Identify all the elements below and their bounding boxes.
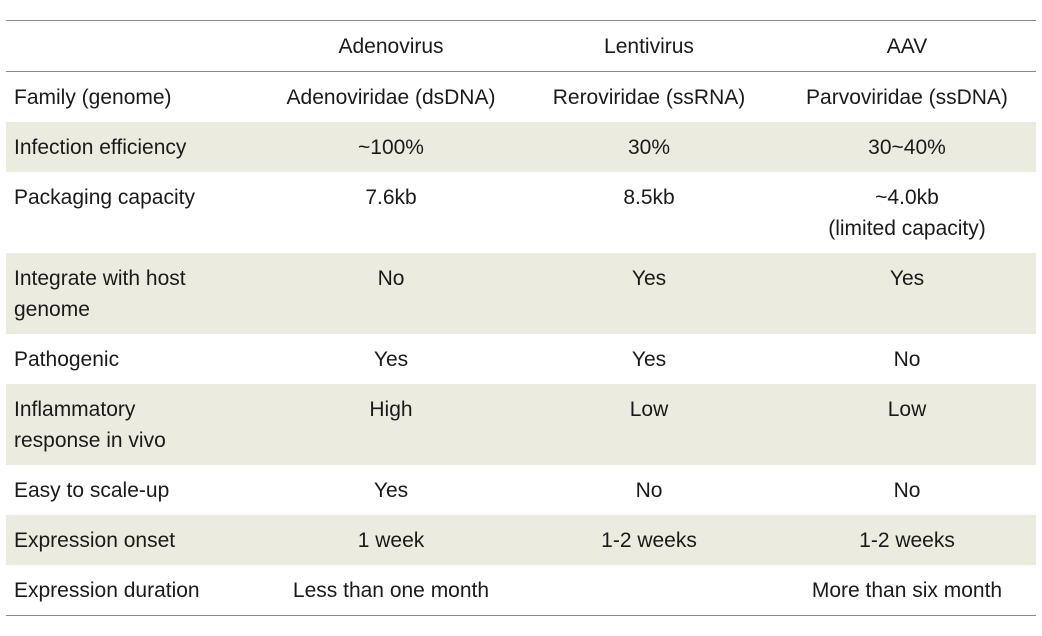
row-label-cell: Expression duration xyxy=(14,579,200,602)
value-cell-lentivirus: Reroviridae (ssRNA) xyxy=(552,86,746,109)
value-cell-adenovirus: Less than one month xyxy=(292,579,490,602)
viral-vector-comparison-table: Adenovirus Lentivirus AAV Family (genome… xyxy=(6,20,1036,616)
value-cell-aav: 30~40% xyxy=(868,136,946,159)
row-label-cell: Infection efficiency xyxy=(14,136,187,159)
row-label-cell: Easy to scale-up xyxy=(14,479,170,502)
row-label-cell: Inflammatory response in vivo xyxy=(14,398,166,452)
value-cell-adenovirus: No xyxy=(377,267,405,290)
header-cell-lentivirus: Lentivirus xyxy=(604,34,694,58)
row-label-cell: Expression onset xyxy=(14,529,176,552)
table-row: Integrate with host genome No Yes Yes xyxy=(6,253,1036,334)
value-cell-aav: More than six month xyxy=(811,579,1003,602)
value-cell-lentivirus xyxy=(520,565,778,616)
value-cell-lentivirus: No xyxy=(635,479,663,502)
value-cell-adenovirus: High xyxy=(369,398,413,421)
value-cell-adenovirus: 7.6kb xyxy=(365,186,417,209)
row-label-cell: Packaging capacity xyxy=(14,186,195,209)
table-row: Expression onset 1 week 1-2 weeks 1-2 weeks xyxy=(6,515,1036,565)
value-cell-adenovirus: Yes xyxy=(373,479,409,502)
value-cell-aav: 1-2 weeks xyxy=(859,529,955,552)
header-row: Adenovirus Lentivirus AAV xyxy=(6,20,1036,72)
value-cell-aav: Low xyxy=(887,398,927,421)
value-cell-adenovirus: Yes xyxy=(373,348,409,371)
value-cell-aav: Yes xyxy=(889,267,925,290)
row-label-cell: Pathogenic xyxy=(14,348,120,371)
table-row: Packaging capacity 7.6kb 8.5kb ~4.0kb (limi… xyxy=(6,172,1036,253)
value-cell-lentivirus: 1-2 weeks xyxy=(601,529,697,552)
value-cell-aav: Parvoviridae (ssDNA) xyxy=(806,86,1008,109)
value-cell-lentivirus: 8.5kb xyxy=(623,186,675,209)
header-cell-adenovirus: Adenovirus xyxy=(338,34,444,58)
comparison-table-container: Adenovirus Lentivirus AAV Family (genome… xyxy=(6,20,1036,616)
table-row: Family (genome) Adenoviridae (dsDNA) Rerov… xyxy=(6,72,1036,123)
table-row: Pathogenic Yes Yes No xyxy=(6,334,1036,384)
header-cell-aav: AAV xyxy=(886,34,928,58)
value-cell-aav: ~4.0kb (limited capacity) xyxy=(828,186,986,240)
value-cell-adenovirus: 1 week xyxy=(357,529,425,552)
header-cell-blank xyxy=(6,21,262,72)
table-row: Expression duration Less than one month Mo… xyxy=(6,565,1036,616)
table-row: Easy to scale-up Yes No No xyxy=(6,465,1036,515)
value-cell-lentivirus: 30% xyxy=(627,136,671,159)
value-cell-lentivirus: Yes xyxy=(631,267,667,290)
table-row: Infection efficiency ~100% 30% 30~40% xyxy=(6,122,1036,172)
value-cell-aav: No xyxy=(893,479,921,502)
table-row: Inflammatory response in vivo High Low Low xyxy=(6,384,1036,465)
table-body: Family (genome) Adenoviridae (dsDNA) Rerov… xyxy=(6,72,1036,616)
value-cell-lentivirus: Yes xyxy=(631,348,667,371)
value-cell-adenovirus: Adenoviridae (dsDNA) xyxy=(286,86,496,109)
value-cell-lentivirus: Low xyxy=(629,398,669,421)
value-cell-adenovirus: ~100% xyxy=(358,136,424,159)
value-cell-aav: No xyxy=(893,348,921,371)
row-label-cell: Integrate with host genome xyxy=(14,267,186,321)
row-label-cell: Family (genome) xyxy=(14,86,172,109)
